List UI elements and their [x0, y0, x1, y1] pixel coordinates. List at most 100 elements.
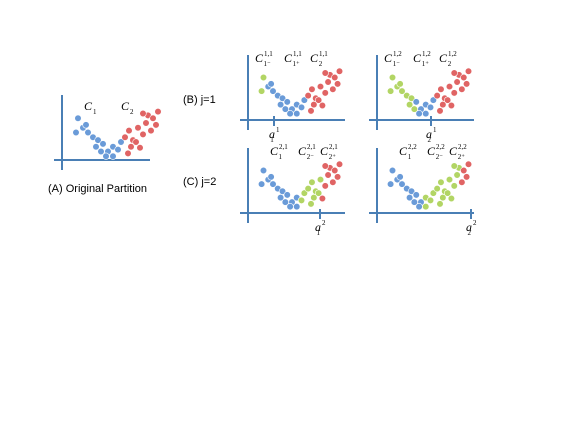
- superscript: 1,2: [448, 50, 457, 58]
- superscript: 2,1: [307, 143, 316, 151]
- data-point: [324, 171, 332, 179]
- data-point: [318, 101, 327, 110]
- data-point: [396, 173, 404, 181]
- math-label: C2: [121, 99, 134, 116]
- data-point: [127, 143, 135, 151]
- data-point: [437, 178, 445, 186]
- data-point: [463, 80, 471, 88]
- math-label: C1,2 2: [439, 50, 457, 68]
- data-point: [84, 128, 92, 137]
- data-point: [433, 184, 441, 193]
- math-label: C1,2 1⁻: [384, 50, 402, 68]
- math-label: C1,1 1⁻: [255, 50, 273, 68]
- data-point: [398, 180, 406, 188]
- symbol: C: [298, 144, 307, 158]
- data-point: [334, 80, 342, 88]
- data-point: [410, 198, 418, 206]
- data-point: [436, 107, 444, 115]
- subscript: 1⁻: [393, 60, 401, 68]
- data-point: [426, 103, 435, 111]
- data-point: [422, 110, 430, 118]
- symbol: C: [310, 51, 319, 65]
- math-label: C2,2 1: [399, 143, 417, 161]
- subscript: 1: [93, 108, 97, 116]
- data-point: [447, 101, 456, 110]
- symbol: C: [84, 99, 93, 113]
- subscript: 1⁺: [293, 60, 301, 68]
- data-point: [154, 107, 162, 116]
- data-point: [99, 140, 107, 148]
- symbol: C: [427, 144, 436, 158]
- data-point: [277, 194, 285, 202]
- math-label: C1,1 2: [310, 50, 328, 68]
- data-point: [92, 143, 100, 151]
- data-point: [447, 194, 456, 203]
- symbol: C: [320, 144, 329, 158]
- data-point: [387, 180, 395, 188]
- data-point: [267, 80, 275, 88]
- math-label: a1 2: [426, 126, 437, 144]
- data-point: [307, 200, 315, 208]
- data-point: [259, 166, 268, 175]
- data-point: [304, 91, 312, 100]
- symbol: C: [384, 51, 393, 65]
- data-point: [412, 98, 420, 106]
- data-point: [450, 69, 458, 77]
- data-point: [315, 96, 323, 104]
- symbol: C: [284, 51, 293, 65]
- data-point: [152, 121, 160, 129]
- math-label: a2 2: [466, 219, 477, 237]
- data-point: [142, 119, 150, 127]
- data-point: [453, 171, 461, 179]
- subscript: 2⁺: [458, 153, 466, 161]
- data-point: [124, 149, 132, 157]
- math-label: a1 1: [269, 126, 280, 144]
- subscript: 1: [408, 153, 412, 161]
- data-point: [258, 87, 266, 95]
- symbol: a: [426, 127, 432, 141]
- data-point: [335, 160, 344, 168]
- superscript: 2,1: [279, 143, 288, 151]
- data-point: [259, 73, 268, 82]
- data-point: [94, 136, 102, 144]
- math-label: C2,1 2⁺: [320, 143, 338, 161]
- subscript: 2: [319, 60, 323, 68]
- superscript: 2: [473, 219, 477, 227]
- math-label: C1,1 1⁺: [284, 50, 302, 68]
- data-point: [114, 146, 122, 154]
- data-point: [310, 101, 318, 109]
- data-point: [139, 109, 147, 118]
- data-point: [139, 130, 147, 138]
- data-point: [437, 85, 445, 93]
- data-point: [316, 175, 325, 184]
- symbol: C: [255, 51, 264, 65]
- data-point: [450, 89, 458, 97]
- data-point: [321, 89, 329, 97]
- symbol: C: [399, 144, 408, 158]
- superscript: 1,1: [293, 50, 302, 58]
- data-point: [426, 196, 435, 204]
- data-point: [321, 69, 329, 77]
- math-label: C1,2 1⁺: [413, 50, 431, 68]
- subscript: 1: [317, 229, 321, 237]
- data-point: [318, 194, 327, 203]
- data-point: [109, 152, 117, 160]
- data-point: [464, 67, 473, 75]
- data-point: [117, 138, 125, 146]
- symbol: C: [270, 144, 279, 158]
- data-point: [412, 191, 420, 199]
- symbol: C: [121, 99, 130, 113]
- data-point: [331, 73, 339, 82]
- data-point: [460, 73, 468, 82]
- subscript: 2: [468, 229, 472, 237]
- data-point: [406, 194, 414, 202]
- symbol: a: [466, 220, 472, 234]
- data-point: [283, 191, 291, 199]
- data-point: [102, 152, 110, 160]
- data-point: [329, 85, 337, 93]
- superscript: 1: [276, 126, 280, 134]
- data-point: [458, 85, 466, 93]
- data-point: [445, 82, 454, 91]
- data-point: [269, 87, 277, 95]
